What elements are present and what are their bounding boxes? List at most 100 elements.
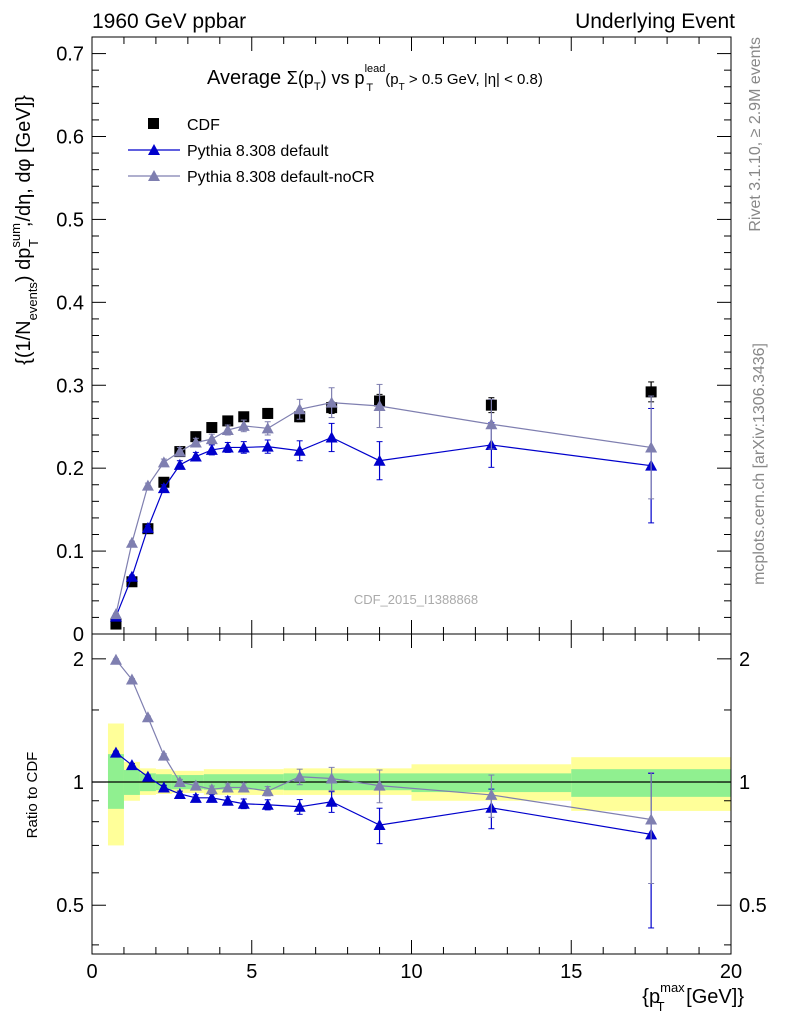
ratio-ylabel: Ratio to CDF xyxy=(24,752,41,839)
data-point xyxy=(206,422,218,434)
data-point xyxy=(173,458,186,470)
data-point xyxy=(645,441,658,453)
legend-label-cdf: CDF xyxy=(187,117,220,134)
data-point xyxy=(293,403,306,415)
data-point xyxy=(205,783,218,795)
ylabel-a-sub: events xyxy=(25,282,40,321)
data-point xyxy=(485,788,498,800)
xlabel-sup: max xyxy=(660,980,685,995)
data-point xyxy=(189,450,202,462)
data-point xyxy=(293,444,306,456)
ratio-ytick-label: 0.5 xyxy=(56,895,84,917)
data-point xyxy=(373,819,386,831)
data-point xyxy=(645,386,657,398)
ratio-series-0 xyxy=(109,746,658,929)
data-point xyxy=(645,813,658,825)
data-point xyxy=(109,746,122,758)
series-2 xyxy=(109,383,658,620)
ratio-ytick-label-right: 1 xyxy=(739,772,750,794)
data-point xyxy=(157,749,170,761)
ratio-xtick-label: 0 xyxy=(86,961,97,983)
ratio-xtick-label: 20 xyxy=(720,961,742,983)
data-point xyxy=(205,433,218,445)
data-point xyxy=(373,779,386,791)
data-point xyxy=(237,419,250,431)
ratio-series-1 xyxy=(109,653,658,885)
series-1 xyxy=(109,407,658,622)
main-ylabel: {(1/Nevents) dpsum T ,/dη, dφ [GeV]} xyxy=(8,95,41,365)
data-point xyxy=(293,800,306,812)
legend-label-default: Pythia 8.308 default xyxy=(187,143,329,160)
data-point xyxy=(189,779,202,791)
data-point xyxy=(189,791,202,803)
data-point xyxy=(238,411,250,423)
ratio-ytick-label: 1 xyxy=(73,772,84,794)
ratio-panel: 0.5 0.51 12 20 5 10 15 20 Ratio to CDF {pmax T [… xyxy=(24,633,767,1014)
data-point xyxy=(261,798,274,810)
data-point xyxy=(125,570,138,582)
data-point xyxy=(222,415,234,427)
main-ytick-label: 0.4 xyxy=(56,292,84,314)
main-plot-content xyxy=(109,381,658,630)
title-pre: Average xyxy=(207,67,287,89)
main-axis-ticks: 0 0.1 0.2 0.3 0.4 0.5 0.6 0.7 xyxy=(56,37,732,646)
data-point xyxy=(141,479,154,491)
header-left: 1960 GeV ppbar xyxy=(92,10,246,33)
data-point xyxy=(173,776,186,788)
title-sub-t2: T xyxy=(366,82,373,94)
xlabel-a: {p xyxy=(642,986,660,1008)
data-point xyxy=(125,759,138,771)
main-title: Average Σ(pT) vs plead T (pT > 0.5 GeV, |… xyxy=(207,63,543,94)
main-ytick-label: 0.7 xyxy=(56,44,84,66)
data-point xyxy=(157,781,170,793)
data-point xyxy=(125,673,138,685)
main-ytick-label: 0.3 xyxy=(56,375,84,397)
data-point xyxy=(373,454,386,466)
data-point xyxy=(237,797,250,809)
data-point xyxy=(141,711,154,723)
uncertainty-bands xyxy=(107,723,731,846)
data-point xyxy=(221,424,234,436)
data-point xyxy=(325,772,338,784)
data-point xyxy=(237,781,250,793)
analysis-watermark: CDF_2015_I1388868 xyxy=(354,592,478,607)
ratio-ytick-label-right: 2 xyxy=(739,649,750,671)
ratio-xtick-label: 5 xyxy=(246,961,257,983)
main-ytick-label: 0.2 xyxy=(56,458,84,480)
data-point xyxy=(205,443,218,455)
title-cuts2: > 0.5 GeV, |η| < 0.8) xyxy=(405,71,543,88)
data-point xyxy=(141,770,154,782)
legend-marker-nocr xyxy=(148,170,160,181)
header-right: Underlying Event xyxy=(575,10,735,33)
data-point xyxy=(173,787,186,799)
data-point xyxy=(157,456,170,468)
legend-marker-cdf xyxy=(148,118,159,129)
legend-marker-default xyxy=(148,144,160,155)
data-point xyxy=(109,653,122,665)
data-point xyxy=(325,431,338,443)
rivet-label: Rivet 3.1.10, ≥ 2.9M events xyxy=(747,37,764,232)
data-point xyxy=(125,536,138,548)
data-point xyxy=(205,791,218,803)
data-point xyxy=(373,399,386,411)
data-point xyxy=(110,618,122,630)
main-panel: 00.10.20.30.40.50.60.7 Average Σ(pT) vs … xyxy=(8,36,732,646)
data-point xyxy=(189,436,202,448)
ratio-ytick-label: 2 xyxy=(73,649,84,671)
data-point xyxy=(221,441,234,453)
ratio-xtick-label: 15 xyxy=(560,961,582,983)
xlabel-b: [GeV]} xyxy=(681,986,745,1008)
data-point xyxy=(221,781,234,793)
data-point xyxy=(262,407,274,419)
data-point xyxy=(261,785,274,797)
title-sub-t3: T xyxy=(399,82,405,93)
data-point xyxy=(109,608,122,620)
legend-label-nocr: Pythia 8.308 default-noCR xyxy=(187,169,375,186)
title-sigma: Σ(p xyxy=(287,68,314,88)
mcplots-label: mcplots.cern.ch [arXiv:1306.3436] xyxy=(751,343,768,585)
ylabel-c: ,/dη, dφ [GeV]} xyxy=(13,95,35,227)
data-point xyxy=(221,794,234,806)
data-point xyxy=(173,445,186,457)
main-ytick-label: 0 xyxy=(73,624,84,646)
ratio-xtick-label: 10 xyxy=(400,961,422,983)
